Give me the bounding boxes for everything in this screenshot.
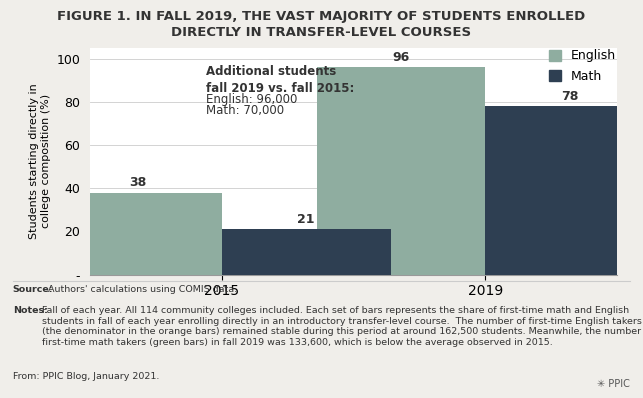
- Text: 38: 38: [129, 176, 146, 189]
- Text: Math: 70,000: Math: 70,000: [206, 104, 284, 117]
- Text: DIRECTLY IN TRANSFER-LEVEL COURSES: DIRECTLY IN TRANSFER-LEVEL COURSES: [172, 26, 471, 39]
- Text: Source:: Source:: [13, 285, 53, 294]
- Text: 21: 21: [298, 213, 315, 226]
- Bar: [53, 193, 222, 275]
- Text: 78: 78: [561, 90, 579, 103]
- Bar: [317, 67, 485, 275]
- Text: Notes:: Notes:: [13, 306, 48, 316]
- Text: 96: 96: [392, 51, 410, 64]
- Bar: [485, 106, 643, 275]
- Text: ✳ PPIC: ✳ PPIC: [597, 379, 630, 389]
- Text: Fall of each year. All 114 community colleges included. Each set of bars represe: Fall of each year. All 114 community col…: [42, 306, 643, 347]
- Text: From: PPIC Blog, January 2021.: From: PPIC Blog, January 2021.: [13, 372, 159, 381]
- Legend: English, Math: English, Math: [548, 49, 616, 83]
- Text: Authors' calculations using COMIS data.: Authors' calculations using COMIS data.: [48, 285, 237, 294]
- Text: English: 96,000: English: 96,000: [206, 93, 298, 106]
- Y-axis label: Students starting directly in
college composition (%): Students starting directly in college co…: [30, 83, 51, 239]
- Text: FIGURE 1. IN FALL 2019, THE VAST MAJORITY OF STUDENTS ENROLLED: FIGURE 1. IN FALL 2019, THE VAST MAJORIT…: [57, 10, 586, 23]
- Bar: [222, 229, 390, 275]
- Text: Additional students
fall 2019 vs. fall 2015:: Additional students fall 2019 vs. fall 2…: [206, 65, 354, 95]
